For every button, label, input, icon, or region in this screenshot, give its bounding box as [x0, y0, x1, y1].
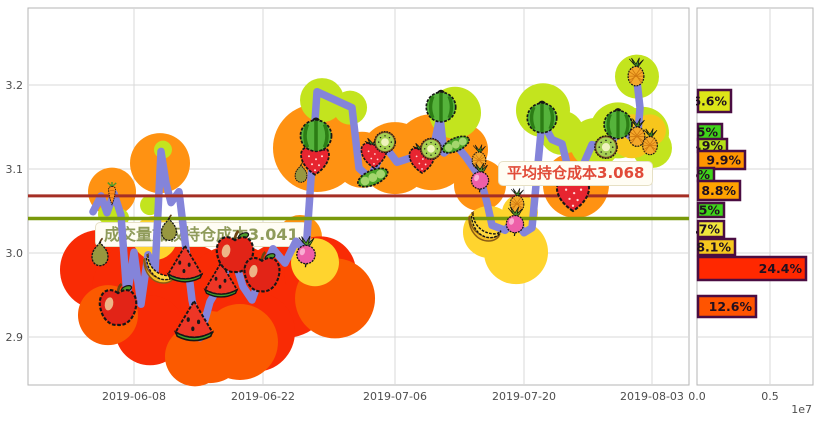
fruit-marker-pineapple [642, 128, 658, 156]
histogram-exponent-label: 1e7 [791, 403, 812, 416]
volume-histogram: 6.6%5%4.9%9.9%5%8.8%5%7.7%8.1%24.4%12.6% [685, 88, 808, 319]
fruit-marker-apple [243, 250, 281, 293]
volume-bubble [300, 78, 345, 123]
volume-bar-label: 8.1% [696, 240, 731, 255]
price-line [89, 68, 644, 342]
x-axis-date-label: 2019-06-08 [102, 390, 166, 403]
volume-bar-label: 5% [697, 125, 719, 140]
histogram-x-tick-label: 0.0 [688, 390, 706, 403]
volume-bar [696, 255, 808, 282]
y-axis-tick-label: 2.9 [6, 331, 24, 344]
volume-bar [696, 88, 733, 114]
fruit-marker-pear [91, 237, 109, 267]
fruit-marker-pineapple [627, 57, 645, 87]
fruit-marker-apple [98, 282, 138, 327]
volume-bar [696, 219, 726, 239]
volume-bar [696, 294, 758, 319]
fruit-marker-kiwi [594, 135, 618, 160]
x-axis-date-label: 2019-08-03 [620, 390, 684, 403]
volume-bar-label: 4.9% [688, 138, 723, 153]
volume-bar-label: 6.6% [692, 94, 727, 109]
volume-bar-label: 5% [689, 167, 711, 182]
histogram-x-tick-label: 0.5 [761, 390, 779, 403]
fruit-marker-watermelon-slice [167, 244, 203, 283]
y-axis-tick-label: 3.2 [6, 79, 24, 92]
volume-bar-label: 12.6% [709, 299, 753, 314]
fruit-marker-kiwi [373, 131, 397, 154]
volume-bubble [484, 220, 549, 285]
x-axis-date-label: 2019-07-20 [492, 390, 556, 403]
volume-bar-label: 5% [699, 203, 721, 218]
fruit-marker-watermelon [602, 107, 634, 141]
volume-bubble [201, 304, 278, 381]
x-axis-date-label: 2019-07-06 [363, 390, 427, 403]
volume-bar-label: 8.8% [701, 183, 736, 198]
fruit-marker-watermelon [298, 116, 334, 154]
fruit-marker-watermelon [424, 88, 458, 124]
volume-bar [696, 179, 742, 202]
volume-bar [696, 201, 726, 219]
volume-bar [696, 237, 737, 257]
fruit-marker-kiwi [419, 137, 443, 160]
volume-bar-label: 9.9% [706, 153, 741, 168]
x-axis-date-label: 2019-06-22 [231, 390, 295, 403]
volume-bar [696, 149, 747, 171]
volume-bar-label: 7.7% [685, 222, 720, 237]
volume-bar-label: 24.4% [759, 261, 803, 276]
fruit-marker-watermelon [525, 99, 559, 135]
y-axis-tick-label: 3.1 [6, 163, 24, 176]
avg-cost-annotation: 平均持仓成本3.068 [498, 161, 654, 186]
y-axis-tick-label: 3.0 [6, 247, 24, 260]
